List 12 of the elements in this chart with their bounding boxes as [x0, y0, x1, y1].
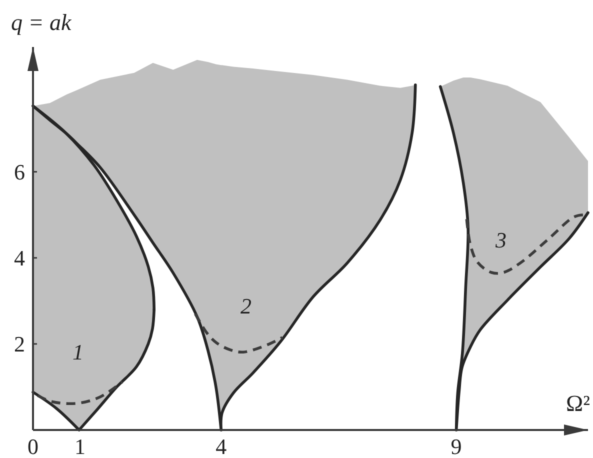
y-tick-label: 4 [14, 246, 25, 271]
x-axis-title: Ω² [566, 391, 590, 416]
annotation: 3 [494, 228, 506, 253]
x-tick-label: 9 [450, 434, 462, 458]
annotation: 1 [72, 340, 84, 365]
x-tick-label: 0 [28, 434, 38, 458]
y-axis-title: q = ak [11, 10, 72, 35]
y-tick-label: 2 [14, 332, 25, 357]
x-tick-label: 4 [216, 434, 227, 458]
annotation: 2 [240, 294, 252, 319]
x-tick-label: 1 [74, 434, 86, 458]
y-tick-label: 6 [14, 160, 25, 184]
